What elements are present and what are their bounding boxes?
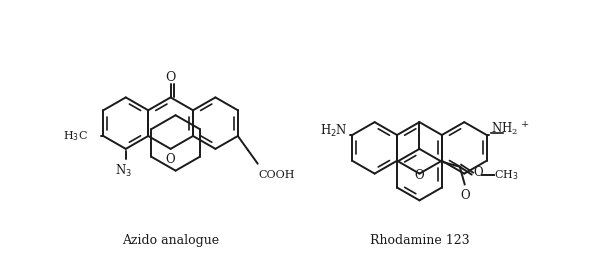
Text: Rhodamine 123: Rhodamine 123 (370, 234, 469, 247)
Text: H$_3$C: H$_3$C (62, 129, 88, 143)
Text: O: O (166, 71, 176, 84)
Text: O: O (460, 189, 470, 203)
Text: H$_2$N: H$_2$N (320, 123, 348, 139)
Text: +: + (521, 120, 529, 129)
Text: O: O (166, 153, 175, 166)
Text: COOH: COOH (259, 170, 295, 180)
Text: Azido analogue: Azido analogue (122, 234, 219, 247)
Text: N$_3$: N$_3$ (115, 163, 132, 179)
Text: O: O (474, 166, 484, 179)
Text: O: O (415, 169, 424, 182)
Text: CH$_3$: CH$_3$ (494, 168, 518, 182)
Text: $\mathregular{NH_2}$: $\mathregular{NH_2}$ (491, 121, 518, 137)
